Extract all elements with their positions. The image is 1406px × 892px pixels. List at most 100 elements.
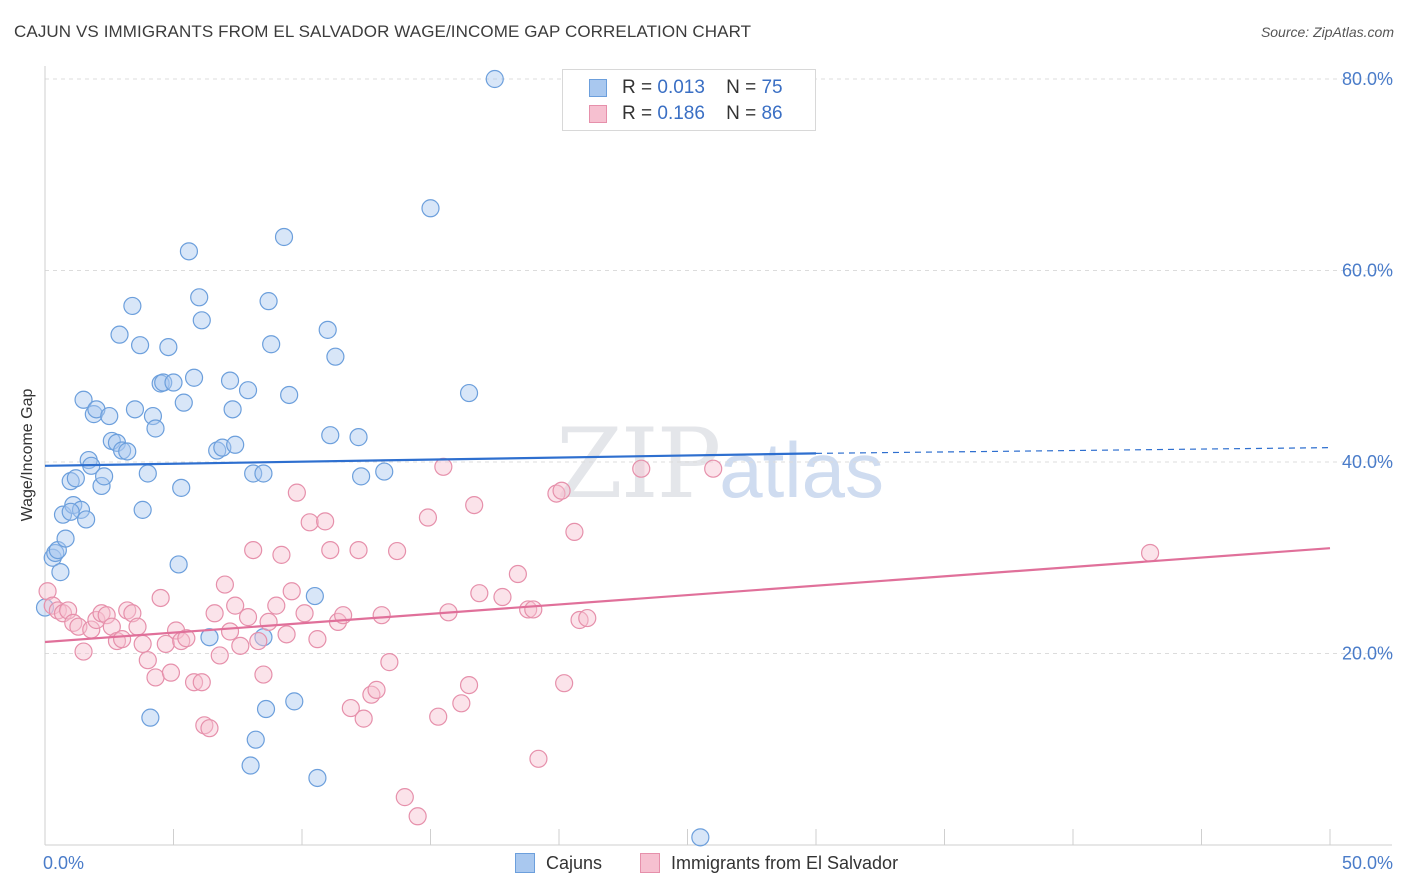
y-tick-label: 20.0%	[1342, 644, 1393, 664]
cajun-point	[112, 441, 132, 460]
cajun-point	[285, 692, 304, 711]
el-salvador-point	[1140, 543, 1160, 563]
watermark-atlas: atlas	[719, 426, 884, 514]
el-salvador-point	[123, 604, 142, 623]
el-salvador-point	[112, 630, 132, 649]
cajun-point	[274, 227, 294, 247]
el-salvador-point	[565, 522, 584, 541]
cajun-point	[200, 628, 219, 647]
el-salvador-point	[205, 604, 224, 623]
tick-labels: 20.0% 40.0% 60.0% 80.0% 0.0% 50.0%	[43, 69, 1393, 873]
el-salvador-point	[177, 629, 196, 648]
cajun-point	[244, 464, 263, 483]
el-salvador-point	[231, 636, 250, 655]
grid	[45, 78, 1392, 654]
cajun-point	[305, 586, 324, 606]
cajun-point	[326, 347, 345, 366]
y-tick-label: 80.0%	[1342, 69, 1393, 89]
cajun-point	[51, 563, 70, 582]
cajun-point	[61, 502, 80, 521]
legend-swatch-cajuns	[589, 79, 607, 97]
el-salvador-point	[418, 508, 438, 527]
el-salvador-point	[408, 807, 427, 826]
el-salvador-point	[272, 545, 291, 564]
el-salvador-point	[102, 617, 121, 636]
cajun-point	[256, 699, 276, 719]
cajun-point	[174, 393, 193, 412]
cajun-point	[159, 338, 178, 357]
el-salvador-point	[508, 564, 527, 584]
y-tick-label: 60.0%	[1342, 261, 1393, 281]
cajun-point	[280, 385, 299, 405]
bottom-legend-label-cajuns: Cajuns	[546, 853, 603, 873]
cajun-point	[133, 500, 152, 519]
cajun-point	[154, 373, 173, 392]
correlation-legend: R = 0.013 N = 75 R = 0.186 N = 86	[562, 69, 816, 131]
el-salvador-point	[308, 630, 327, 649]
cajun-point	[241, 756, 260, 775]
el-salvador-point	[151, 588, 170, 608]
cajun-point	[254, 464, 273, 483]
chart-title: CAJUN VS IMMIGRANTS FROM EL SALVADOR WAG…	[14, 22, 752, 41]
cajun-point	[110, 325, 129, 344]
cajun-point	[349, 428, 368, 447]
y-tick-label: 40.0%	[1342, 452, 1393, 472]
cajun-point	[100, 406, 119, 426]
cajun-point	[208, 441, 227, 460]
axes	[44, 66, 1392, 846]
el-salvador-point	[547, 484, 566, 503]
el-salvador-point	[267, 596, 286, 615]
cajun-point	[46, 543, 65, 563]
cajun-point	[220, 371, 240, 390]
el-salvador-point	[277, 625, 296, 644]
el-salvador-point	[259, 612, 278, 632]
el-salvador-point	[429, 707, 448, 726]
el-salvador-point	[138, 651, 157, 670]
cajun-trend-line	[44, 452, 817, 467]
cajun-point	[375, 462, 394, 481]
el-salvador-point	[349, 540, 368, 560]
bottom-legend-swatch-cajuns	[515, 853, 535, 873]
n-label: N =	[726, 77, 757, 98]
el-salvador-point	[632, 459, 651, 478]
cajun-point	[262, 335, 281, 354]
el-salvador-point	[133, 634, 152, 654]
r-value-cajuns: 0.013	[657, 77, 705, 98]
watermark-zip: ZIP	[556, 408, 721, 520]
cajun-point	[223, 400, 242, 419]
cajun-point	[123, 296, 142, 316]
el-salvador-point	[282, 582, 301, 601]
cajun-trend-extension	[815, 447, 1331, 454]
cajun-point	[259, 292, 278, 311]
el-salvador-point	[220, 622, 240, 641]
el-salvador-point	[192, 673, 211, 692]
el-salvador-point	[434, 457, 453, 476]
el-salvador-point	[470, 584, 489, 603]
cajun-point	[130, 336, 150, 355]
cajun-point	[246, 730, 265, 749]
el-salvador-point	[452, 694, 471, 713]
el-salvador-point	[38, 582, 57, 601]
n-value-el-salvador: 86	[761, 103, 783, 124]
cajun-point	[184, 368, 204, 387]
el-salvador-point	[372, 606, 391, 625]
el-salvador-point	[118, 601, 137, 620]
el-salvador-point	[459, 675, 479, 695]
el-salvador-point	[341, 698, 360, 718]
cajun-point	[238, 381, 258, 400]
el-salvador-point	[166, 621, 186, 640]
source-credit: Source: ZipAtlas.com	[1260, 24, 1394, 40]
cajun-point	[56, 529, 75, 548]
r-label: R =	[622, 103, 653, 124]
cajun-point	[226, 435, 245, 454]
el-salvador-point	[367, 680, 386, 699]
el-salvador-point	[295, 604, 314, 623]
cajun-point	[138, 464, 157, 483]
el-salvador-point	[704, 459, 723, 478]
el-salvador-point	[184, 673, 204, 692]
cajun-point	[308, 768, 327, 788]
cajun-point	[141, 708, 160, 727]
cajun-point	[74, 390, 93, 409]
cajun-point	[459, 383, 479, 403]
